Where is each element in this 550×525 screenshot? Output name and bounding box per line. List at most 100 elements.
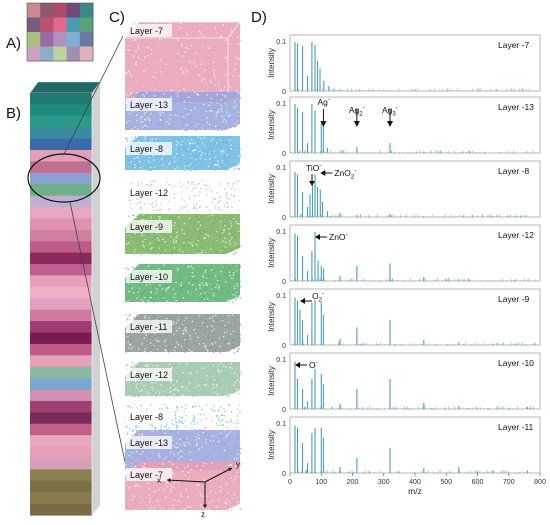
layer-speck — [177, 343, 179, 346]
layer-speck — [127, 207, 129, 209]
layer-speck — [156, 430, 158, 432]
layer-speck — [186, 274, 189, 276]
layer-speck — [233, 446, 235, 448]
layer-speck — [205, 426, 207, 428]
layer-speck — [236, 184, 238, 186]
layer-speck — [203, 440, 205, 442]
layer-speck — [228, 97, 231, 99]
layer-label-bg — [126, 24, 172, 37]
layer-speck — [224, 468, 226, 470]
layer-speck — [237, 329, 239, 331]
layer-speck — [187, 388, 189, 390]
layer-speck — [188, 143, 191, 146]
layer-speck — [227, 267, 230, 270]
layer-speck — [192, 297, 194, 300]
layer-speck — [171, 124, 173, 127]
layer-speck — [170, 495, 172, 497]
layer-speck — [222, 143, 224, 145]
layer-speck — [136, 408, 138, 411]
layer-speck — [189, 392, 191, 394]
layer-speck — [182, 146, 184, 149]
layer-speck — [141, 343, 143, 345]
layer-speck — [139, 451, 141, 454]
layer-speck — [164, 159, 166, 161]
layer-speck — [233, 272, 235, 274]
layer-speck — [158, 341, 160, 344]
layer-speck — [173, 288, 175, 291]
layer-speck — [200, 290, 203, 292]
layer-speck — [168, 451, 170, 453]
layer-speck — [144, 119, 146, 121]
layer-speck — [127, 268, 129, 270]
layer-speck — [205, 467, 207, 470]
layer-speck — [162, 124, 164, 126]
layer-speck — [212, 29, 214, 31]
layer-speck — [182, 422, 184, 424]
color-map-cell — [66, 3, 81, 18]
layer-speck — [142, 248, 144, 250]
layer-speck — [165, 350, 167, 352]
layer-speck — [142, 240, 144, 243]
layer-speck — [238, 162, 240, 164]
layer-speck — [172, 288, 174, 290]
layer-speck — [135, 462, 137, 465]
layer-speck — [236, 281, 238, 283]
layer-speck — [169, 218, 171, 221]
layer-speck — [177, 63, 180, 65]
layer-speck — [231, 494, 233, 496]
layer-speck — [233, 126, 236, 128]
layer-speck — [191, 33, 194, 36]
layer-speck — [181, 453, 183, 455]
layer-speck — [193, 227, 195, 229]
layer-speck — [206, 94, 209, 96]
layer-speck — [199, 187, 202, 190]
layer-speck — [129, 199, 132, 202]
layer-speck — [212, 333, 214, 335]
layer-speck — [137, 77, 139, 80]
layer-speck — [238, 385, 240, 388]
layer-speck — [137, 288, 139, 290]
layer-speck — [153, 140, 156, 142]
layer-speck — [198, 405, 201, 407]
layer-speck — [160, 300, 162, 303]
layer-speck — [223, 205, 226, 208]
layer-speck — [140, 452, 142, 454]
layer-speck — [168, 364, 170, 366]
layer-speck — [139, 53, 141, 55]
column-band — [30, 446, 92, 459]
layer-speck — [238, 214, 241, 216]
layer-speck — [163, 93, 165, 95]
layer-speck — [215, 204, 217, 207]
layer-speck — [135, 46, 137, 48]
layer-speck — [182, 445, 184, 447]
layer-speck — [155, 138, 157, 140]
layer-speck — [175, 467, 177, 470]
layer-speck — [130, 393, 132, 395]
layer-speck — [152, 206, 154, 208]
layer-speck — [136, 383, 138, 385]
layer-speck — [211, 336, 213, 339]
layer-speck — [228, 301, 230, 303]
layer-speck — [129, 127, 131, 129]
layer-speck — [185, 43, 188, 45]
layer-speck — [176, 377, 178, 379]
layer-speck — [219, 249, 222, 252]
layer-speck — [237, 117, 239, 119]
layer-speck — [168, 163, 170, 165]
layer-speck — [145, 294, 147, 296]
layer-speck — [186, 369, 189, 371]
layer-speck — [148, 129, 150, 131]
layer-speck — [156, 286, 159, 288]
layer-speck — [151, 96, 153, 98]
layer-speck — [188, 118, 190, 120]
layer-speck — [126, 464, 128, 466]
layer-speck — [210, 73, 213, 75]
layer-speck — [185, 299, 187, 301]
layer-speck — [152, 209, 154, 211]
layer-speck — [226, 471, 228, 473]
layer-speck — [201, 295, 203, 297]
layer-speck — [155, 115, 157, 117]
layer-speck — [184, 245, 186, 247]
layer-speck — [229, 333, 232, 335]
layer-speck — [239, 374, 241, 376]
